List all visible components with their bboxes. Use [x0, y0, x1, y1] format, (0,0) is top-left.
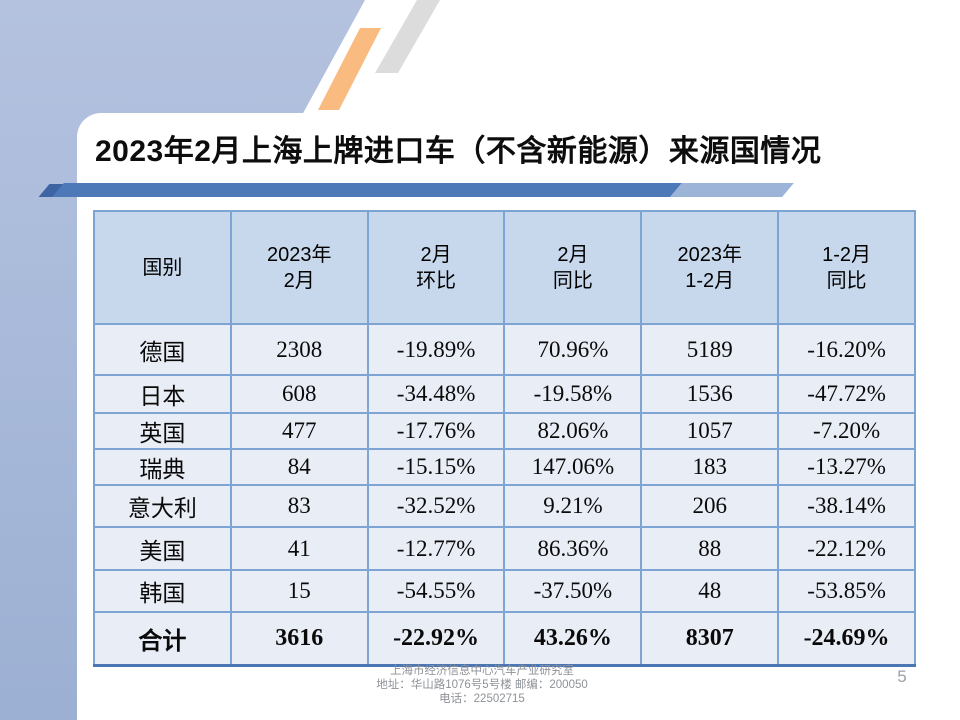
value-cell: 5189 [640, 323, 780, 376]
value-cell: -12.77% [366, 526, 506, 571]
value-cell: -54.55% [366, 569, 506, 613]
value-cell: 70.96% [503, 323, 643, 376]
value-cell: 1536 [640, 374, 780, 414]
country-cell: 英国 [93, 412, 232, 450]
table-row: 德国 2308 -19.89% 70.96% 5189 -16.20% [93, 323, 916, 376]
table-row: 瑞典 84 -15.15% 147.06% 183 -13.27% [93, 448, 916, 486]
value-cell: 82.06% [503, 412, 643, 450]
value-cell: 84 [229, 448, 369, 486]
header-2023-feb: 2023年 2月 [229, 210, 369, 325]
gray-slash-decoration [375, 0, 440, 73]
data-table-container: 国别 2023年 2月 2月 环比 2月 同比 2023年 1-2月 1-2月 同比 德国… [93, 210, 916, 667]
table-row: 美国 41 -12.77% 86.36% 88 -22.12% [93, 526, 916, 571]
header-country: 国别 [93, 210, 232, 325]
value-cell: 83 [229, 484, 369, 528]
header-feb-yoy: 2月 同比 [503, 210, 643, 325]
page-number: 5 [897, 667, 907, 686]
value-cell: 41 [229, 526, 369, 571]
value-cell: 9.21% [503, 484, 643, 528]
blue-left-strip [0, 0, 77, 720]
value-cell: -17.76% [366, 412, 506, 450]
value-cell: -38.14% [777, 484, 916, 528]
value-cell: -13.27% [777, 448, 916, 486]
value-cell: -22.92% [366, 611, 506, 666]
value-cell: 3616 [229, 611, 369, 666]
header-feb-mom: 2月 环比 [366, 210, 506, 325]
import-car-table: 国别 2023年 2月 2月 环比 2月 同比 2023年 1-2月 1-2月 同比 德国… [93, 210, 916, 667]
table-row: 英国 477 -17.76% 82.06% 1057 -7.20% [93, 412, 916, 450]
footer: 上海市经济信息中心汽车产业研究室 地址：华山路1076号5号楼 邮编：20005… [77, 664, 887, 706]
country-cell: 合计 [93, 611, 232, 666]
value-cell: 88 [640, 526, 780, 571]
country-cell: 美国 [93, 526, 232, 571]
country-cell: 意大利 [93, 484, 232, 528]
value-cell: -22.12% [777, 526, 916, 571]
blue-top-band [0, 0, 365, 137]
value-cell: -15.15% [366, 448, 506, 486]
footer-org-line: 上海市经济信息中心汽车产业研究室 [390, 665, 574, 677]
value-cell: 477 [229, 412, 369, 450]
table-row: 意大利 83 -32.52% 9.21% 206 -38.14% [93, 484, 916, 528]
country-cell: 德国 [93, 323, 232, 376]
table-total-row: 合计 3616 -22.92% 43.26% 8307 -24.69% [93, 611, 916, 666]
value-cell: 48 [640, 569, 780, 613]
slide-title: 2023年2月上海上牌进口车（不含新能源）来源国情况 [95, 135, 822, 168]
value-cell: 147.06% [503, 448, 643, 486]
value-cell: 608 [229, 374, 369, 414]
footer-phone-line: 电话：22502715 [439, 693, 525, 705]
accent-bar-light-segment [670, 183, 794, 197]
value-cell: 8307 [640, 611, 780, 666]
value-cell: -24.69% [777, 611, 916, 666]
orange-slash-decoration [318, 28, 381, 110]
footer-address-line: 地址：华山路1076号5号楼 邮编：200050 [376, 679, 588, 691]
header-2023-jan-feb: 2023年 1-2月 [640, 210, 780, 325]
value-cell: 183 [640, 448, 780, 486]
value-cell: 1057 [640, 412, 780, 450]
value-cell: 15 [229, 569, 369, 613]
accent-bar-main-segment [52, 183, 682, 197]
table-header-row: 国别 2023年 2月 2月 环比 2月 同比 2023年 1-2月 1-2月 同比 [93, 210, 916, 325]
value-cell: 43.26% [503, 611, 643, 666]
value-cell: -34.48% [366, 374, 506, 414]
country-cell: 日本 [93, 374, 232, 414]
value-cell: -47.72% [777, 374, 916, 414]
value-cell: -19.89% [366, 323, 506, 376]
table-row: 日本 608 -34.48% -19.58% 1536 -47.72% [93, 374, 916, 414]
value-cell: -37.50% [503, 569, 643, 613]
table-row: 韩国 15 -54.55% -37.50% 48 -53.85% [93, 569, 916, 613]
value-cell: -7.20% [777, 412, 916, 450]
value-cell: 86.36% [503, 526, 643, 571]
header-jan-feb-yoy: 1-2月 同比 [777, 210, 916, 325]
country-cell: 瑞典 [93, 448, 232, 486]
value-cell: -16.20% [777, 323, 916, 376]
value-cell: -32.52% [366, 484, 506, 528]
value-cell: -53.85% [777, 569, 916, 613]
value-cell: 206 [640, 484, 780, 528]
country-cell: 韩国 [93, 569, 232, 613]
value-cell: -19.58% [503, 374, 643, 414]
value-cell: 2308 [229, 323, 369, 376]
